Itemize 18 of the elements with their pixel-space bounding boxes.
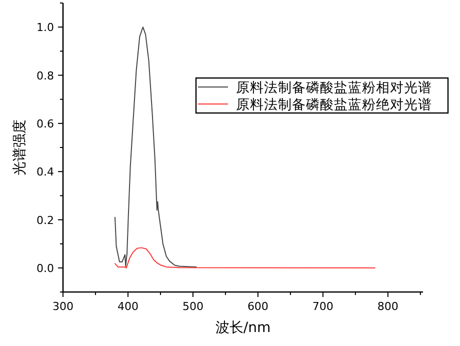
x-tick-label: 700 — [312, 300, 334, 313]
y-tick-label: 1.0 — [36, 21, 54, 34]
legend-label: 原料法制备磷酸盐蓝粉绝对光谱 — [236, 97, 432, 113]
x-tick-label: 600 — [247, 300, 268, 313]
y-tick-label: 0.6 — [36, 117, 54, 130]
y-tick-label: 0.8 — [36, 69, 54, 82]
x-axis-title: 波长/nm — [215, 320, 271, 336]
line-series — [114, 26, 197, 268]
legend-label: 原料法制备磷酸盐蓝粉相对光谱 — [236, 80, 432, 96]
x-tick-label: 400 — [117, 300, 138, 313]
y-tick-label: 0.2 — [36, 214, 54, 227]
x-tick-label: 800 — [377, 300, 398, 313]
line-series — [114, 247, 376, 268]
y-tick-label: 0.4 — [36, 166, 54, 179]
y-axis-title: 光谱强度 — [12, 120, 28, 176]
x-tick-label: 300 — [52, 300, 74, 313]
y-tick-label: 0.0 — [36, 262, 54, 275]
x-tick-label: 500 — [182, 300, 204, 313]
